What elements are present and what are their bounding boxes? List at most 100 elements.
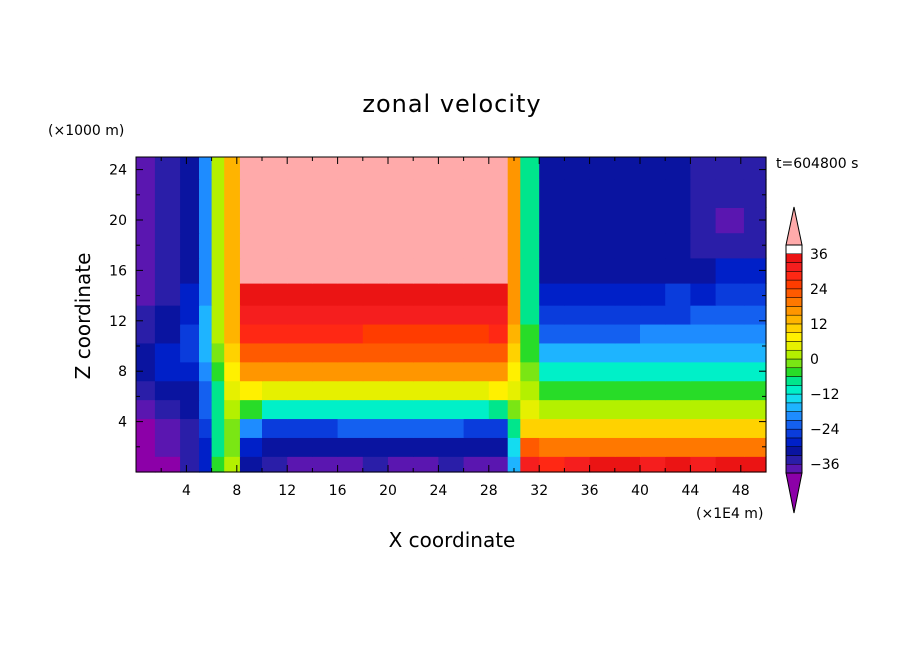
x-axis-ticks: 4 8 12 16 20 24 28 32 36 40 44 48 bbox=[160, 157, 750, 499]
field-cell bbox=[362, 305, 389, 325]
field-cell bbox=[589, 305, 616, 325]
field-cell bbox=[463, 418, 490, 438]
field-cell bbox=[743, 456, 767, 473]
colorbar-label: −12 bbox=[810, 387, 840, 403]
field-cell bbox=[743, 323, 767, 344]
field-cell bbox=[690, 207, 717, 234]
colorbar-swatch bbox=[785, 393, 803, 404]
field-cell bbox=[262, 305, 288, 325]
field-cell bbox=[488, 232, 509, 259]
field-cell bbox=[665, 399, 691, 420]
field-cell bbox=[312, 418, 339, 438]
field-cell bbox=[715, 361, 745, 382]
field-cell bbox=[589, 456, 616, 473]
field-cell bbox=[136, 232, 156, 259]
field-cell bbox=[388, 380, 414, 401]
field-cell bbox=[211, 257, 225, 284]
field-cell bbox=[180, 323, 200, 344]
field-cell bbox=[438, 257, 465, 284]
field-cell bbox=[564, 257, 591, 284]
field-cell bbox=[136, 380, 156, 401]
field-cell bbox=[715, 399, 745, 420]
field-cell bbox=[614, 399, 641, 420]
field-cell bbox=[463, 232, 490, 259]
field-cell bbox=[337, 157, 364, 180]
colorbar-swatch bbox=[785, 332, 803, 342]
field-cell bbox=[224, 283, 241, 306]
x-tick-label: 16 bbox=[329, 483, 347, 499]
field-cell bbox=[507, 361, 521, 382]
field-cell bbox=[199, 418, 213, 438]
field-cell bbox=[388, 323, 414, 344]
field-cell bbox=[614, 342, 641, 363]
field-cell bbox=[438, 456, 465, 473]
field-cell bbox=[287, 399, 313, 420]
field-cell bbox=[743, 342, 767, 363]
field-cell bbox=[224, 380, 241, 401]
field-cell bbox=[463, 257, 490, 284]
field-cell bbox=[690, 456, 717, 473]
field-cell bbox=[715, 418, 745, 438]
field-cell bbox=[413, 437, 439, 457]
field-cell bbox=[463, 323, 490, 344]
field-cell bbox=[211, 342, 225, 363]
field-cell bbox=[413, 257, 439, 284]
field-cell bbox=[224, 456, 241, 473]
field-cell bbox=[154, 179, 181, 208]
field-cell bbox=[665, 179, 691, 208]
field-cell bbox=[564, 342, 591, 363]
field-cell bbox=[640, 157, 666, 180]
field-cell bbox=[136, 305, 156, 325]
field-cell bbox=[413, 232, 439, 259]
field-cell bbox=[312, 179, 339, 208]
field-cell bbox=[136, 257, 156, 284]
field-cell bbox=[287, 323, 313, 344]
field-cell bbox=[507, 323, 521, 344]
colorbar-swatch bbox=[785, 367, 803, 377]
field-cell bbox=[690, 418, 717, 438]
field-cell bbox=[312, 232, 339, 259]
field-cell bbox=[154, 232, 181, 259]
field-cell bbox=[438, 342, 465, 363]
field-cell bbox=[463, 157, 490, 180]
field-cell bbox=[520, 342, 540, 363]
field-cell bbox=[438, 179, 465, 208]
field-cell bbox=[614, 232, 641, 259]
field-cell bbox=[743, 257, 767, 284]
field-cell bbox=[665, 232, 691, 259]
field-cell bbox=[388, 399, 414, 420]
field-cell bbox=[199, 232, 213, 259]
field-cell bbox=[224, 418, 241, 438]
field-cell bbox=[614, 207, 641, 234]
field-cell bbox=[224, 179, 241, 208]
field-cell bbox=[287, 179, 313, 208]
field-cell bbox=[211, 437, 225, 457]
colorbar-swatch bbox=[785, 323, 803, 333]
field-cell bbox=[665, 380, 691, 401]
colorbar-swatch bbox=[785, 341, 803, 351]
field-cell bbox=[337, 399, 364, 420]
y-tick-label: 8 bbox=[118, 364, 127, 380]
field-cell bbox=[337, 232, 364, 259]
field-cell bbox=[337, 257, 364, 284]
field-cell bbox=[287, 232, 313, 259]
field-cell bbox=[614, 456, 641, 473]
chart-title: zonal velocity bbox=[362, 90, 541, 118]
field-cell bbox=[413, 179, 439, 208]
field-cell bbox=[337, 179, 364, 208]
field-cell bbox=[589, 283, 616, 306]
field-cell bbox=[337, 361, 364, 382]
field-cell bbox=[614, 323, 641, 344]
field-cell bbox=[743, 283, 767, 306]
x-axis-label: X coordinate bbox=[389, 528, 516, 552]
field-cell bbox=[520, 456, 540, 473]
field-cell bbox=[665, 207, 691, 234]
field-cell bbox=[564, 157, 591, 180]
field-cell bbox=[211, 361, 225, 382]
field-cell bbox=[507, 283, 521, 306]
field-cell bbox=[154, 456, 181, 473]
field-cell bbox=[564, 207, 591, 234]
field-cell bbox=[312, 323, 339, 344]
field-cell bbox=[488, 437, 509, 457]
field-cell bbox=[665, 283, 691, 306]
